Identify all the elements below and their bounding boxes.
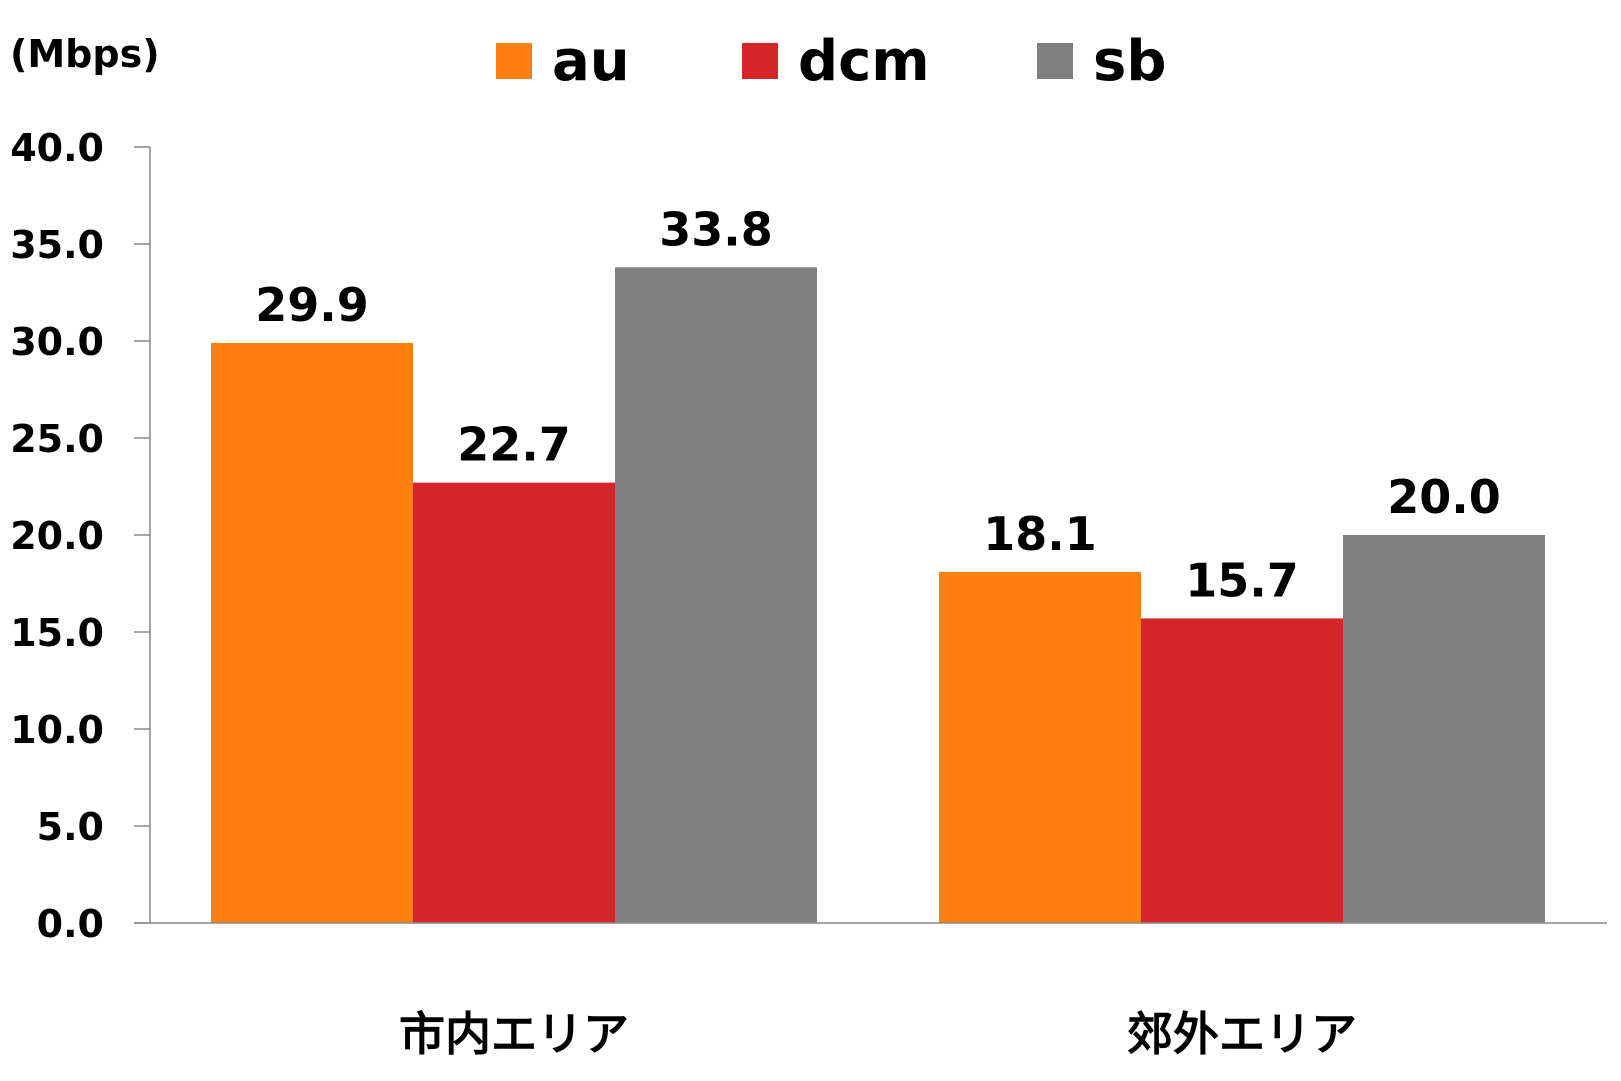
y-axis: 0.0 5.0 10.0 15.0 20.0 25.0 30.0 35.0 40.0 xyxy=(10,126,151,946)
legend: au dcm sb xyxy=(496,29,1166,94)
bar-au-1 xyxy=(939,571,1141,923)
y-tick-label: 25.0 xyxy=(10,417,104,461)
bar-dcm-0 xyxy=(413,482,615,923)
data-label-sb-0: 33.8 xyxy=(659,202,773,256)
data-label-au-0: 29.9 xyxy=(255,278,369,332)
legend-swatch-au xyxy=(496,43,532,79)
bar-dcm-1 xyxy=(1141,618,1343,923)
legend-label-dcm: dcm xyxy=(798,29,930,94)
bar-au-0 xyxy=(211,342,413,923)
bars xyxy=(211,267,1545,923)
bar-sb-1 xyxy=(1343,535,1545,923)
data-label-au-1: 18.1 xyxy=(983,507,1097,561)
y-tick-label: 5.0 xyxy=(37,805,104,849)
x-category-label: 郊外エリア xyxy=(1127,1007,1357,1061)
legend-swatch-sb xyxy=(1037,43,1073,79)
data-label-dcm-0: 22.7 xyxy=(457,418,571,472)
data-label-dcm-1: 15.7 xyxy=(1185,553,1299,607)
x-category-label: 市内エリア xyxy=(399,1007,629,1061)
legend-label-sb: sb xyxy=(1093,29,1166,94)
bar-sb-0 xyxy=(615,267,817,923)
data-label-sb-1: 20.0 xyxy=(1387,470,1501,524)
y-tick-label: 30.0 xyxy=(10,320,104,364)
y-tick-label: 40.0 xyxy=(10,126,104,170)
y-tick-label: 35.0 xyxy=(10,223,104,267)
y-tick-label: 20.0 xyxy=(10,514,104,558)
legend-label-au: au xyxy=(552,29,630,94)
legend-swatch-dcm xyxy=(742,43,778,79)
y-tick-label: 15.0 xyxy=(10,611,104,655)
bar-data-labels: 29.9 22.7 33.8 18.1 15.7 20.0 xyxy=(255,202,1501,607)
y-tick-label: 0.0 xyxy=(37,902,104,946)
y-axis-unit-label: (Mbps) xyxy=(10,32,160,76)
x-axis: 市内エリア 郊外エリア xyxy=(134,922,1607,1061)
y-tick-label: 10.0 xyxy=(10,708,104,752)
